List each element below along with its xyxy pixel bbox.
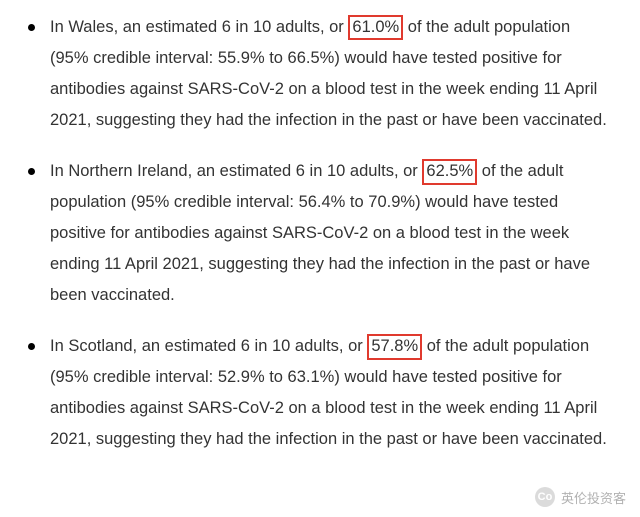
text-before: In Northern Ireland, an estimated 6 in 1… <box>50 162 422 180</box>
watermark-icon: Co <box>535 487 555 507</box>
list-item: In Northern Ireland, an estimated 6 in 1… <box>22 156 610 311</box>
highlighted-percentage: 61.0% <box>348 15 403 40</box>
list-item: In Scotland, an estimated 6 in 10 adults… <box>22 331 610 455</box>
list-item: In Wales, an estimated 6 in 10 adults, o… <box>22 12 610 136</box>
text-before: In Scotland, an estimated 6 in 10 adults… <box>50 337 367 355</box>
text-before: In Wales, an estimated 6 in 10 adults, o… <box>50 18 348 36</box>
watermark: Co 英伦投资客 <box>535 487 626 507</box>
highlighted-percentage: 57.8% <box>367 334 422 359</box>
highlighted-percentage: 62.5% <box>422 159 477 184</box>
watermark-text: 英伦投资客 <box>561 488 626 507</box>
bullet-list: In Wales, an estimated 6 in 10 adults, o… <box>22 12 610 455</box>
text-after: of the adult population (95% credible in… <box>50 162 590 304</box>
